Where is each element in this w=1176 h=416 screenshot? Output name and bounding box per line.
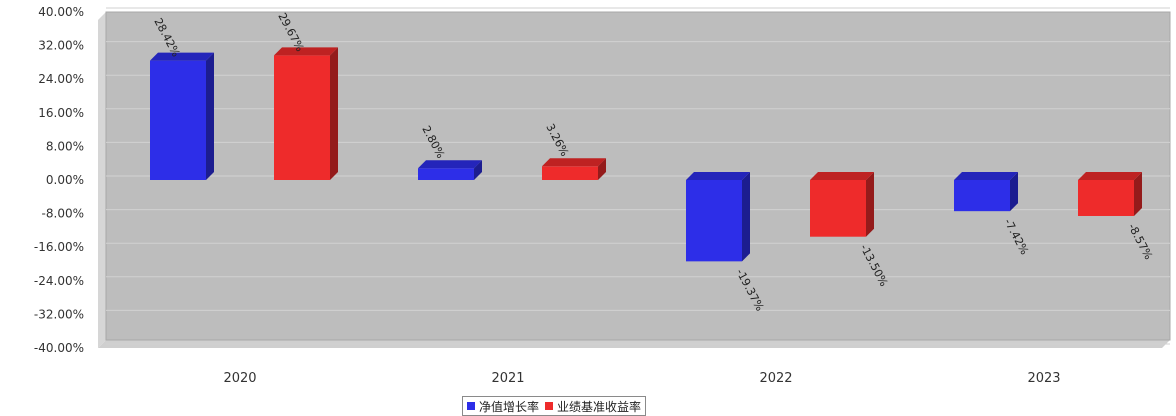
y-tick-label: 32.00% bbox=[38, 39, 84, 53]
bar-face bbox=[274, 55, 330, 180]
bar-face bbox=[810, 180, 866, 237]
bar-top bbox=[150, 52, 214, 61]
bar-top bbox=[418, 160, 482, 169]
x-tick-label: 2021 bbox=[491, 371, 524, 386]
bar-top bbox=[1078, 172, 1142, 180]
bar-side bbox=[1134, 172, 1142, 216]
bar-chart: 40.00% 32.00% 24.00% 16.00% 8.00% 0.00% -8.00%… bbox=[34, 5, 1171, 386]
bars: 28.42% 29.67%2.80% 3.26%-19.37%-13.50%-7.4… bbox=[150, 11, 1155, 313]
bar-top bbox=[954, 172, 1018, 180]
legend-swatch-series-1 bbox=[467, 402, 475, 410]
y-tick-label: -40.00% bbox=[34, 341, 84, 355]
y-tick-label: 8.00% bbox=[46, 139, 84, 153]
bar-side bbox=[598, 158, 606, 180]
bar-face bbox=[542, 166, 598, 180]
y-tick-label: 24.00% bbox=[38, 72, 84, 86]
y-tick-label: 40.00% bbox=[38, 5, 84, 19]
legend-label-series-1: 净值增长率 bbox=[479, 399, 540, 414]
bar-top bbox=[686, 172, 750, 180]
bar-side bbox=[206, 52, 214, 180]
y-tick-label: 16.00% bbox=[38, 106, 84, 120]
y-tick-label: -24.00% bbox=[34, 274, 84, 288]
x-tick-label: 2023 bbox=[1027, 371, 1060, 386]
bar-face bbox=[686, 180, 742, 262]
legend-swatch-series-2 bbox=[545, 402, 554, 410]
y-tick-label: -16.00% bbox=[34, 240, 84, 254]
x-tick-label: 2020 bbox=[223, 371, 256, 386]
bar-face bbox=[418, 168, 474, 180]
legend-item-series-1: 净值增长率 bbox=[467, 398, 539, 415]
x-tick-label: 2022 bbox=[759, 371, 792, 386]
plot-side-wall bbox=[98, 12, 106, 348]
bar-2-2020: 29.67% bbox=[274, 11, 338, 180]
bar-face bbox=[150, 60, 206, 180]
x-axis-ticks: 2020 2021 2022 2023 bbox=[223, 371, 1060, 386]
bar-side bbox=[1010, 172, 1018, 212]
bar-top bbox=[542, 158, 606, 167]
bar-side bbox=[866, 172, 874, 237]
y-tick-label: -8.00% bbox=[42, 207, 84, 221]
bar-top bbox=[274, 47, 338, 56]
bar-top bbox=[810, 172, 874, 180]
bar-side bbox=[330, 47, 338, 180]
bar-side bbox=[742, 172, 750, 262]
y-tick-label: 0.00% bbox=[46, 173, 84, 187]
y-axis-ticks: 40.00% 32.00% 24.00% 16.00% 8.00% 0.00% -8.00%… bbox=[34, 5, 84, 355]
bar-side bbox=[474, 160, 482, 180]
legend: 净值增长率 业绩基准收益率 bbox=[462, 396, 647, 416]
legend-label-series-2: 业绩基准收益率 bbox=[557, 399, 642, 414]
y-tick-label: -32.00% bbox=[34, 307, 84, 321]
bar-1-2020: 28.42% bbox=[150, 16, 214, 180]
bar-face bbox=[954, 180, 1010, 212]
legend-item-series-2: 业绩基准收益率 bbox=[545, 398, 641, 415]
bar-face bbox=[1078, 180, 1134, 216]
